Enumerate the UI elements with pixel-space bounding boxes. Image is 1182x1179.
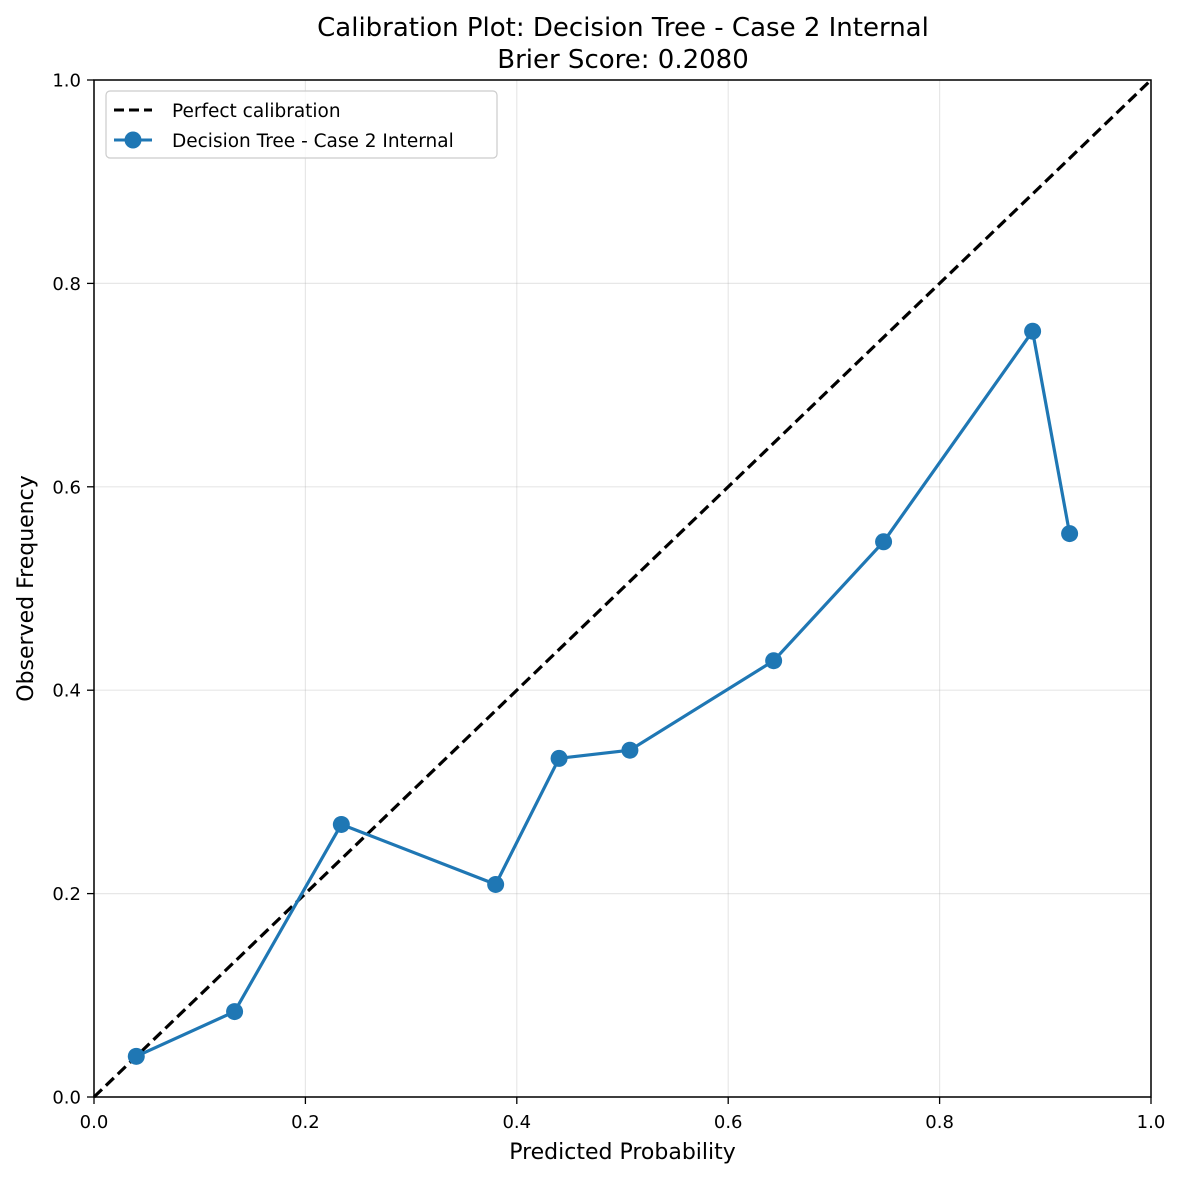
data-point-decision-tree [1024,322,1042,340]
x-tick-label: 0.0 [80,1112,109,1133]
data-point-decision-tree [487,875,505,893]
legend-marker-decision-tree [124,131,142,149]
data-point-decision-tree [875,533,893,551]
data-point-decision-tree [226,1003,244,1021]
chart-subtitle: Brier Score: 0.2080 [497,45,749,75]
legend-label-perfect-calibration: Perfect calibration [172,101,341,122]
legend: Perfect calibration Decision Tree - Case… [105,90,498,159]
series-line-decision-tree [135,329,1072,1058]
plot-frame [93,79,1152,1098]
y-tick-label: 1.0 [52,71,81,92]
data-point-decision-tree [550,749,568,767]
y-tick-label: 0.8 [52,274,81,295]
legend-frame [105,90,498,159]
x-tick-label: 0.6 [714,1112,743,1133]
x-tick-label: 1.0 [1137,1112,1166,1133]
y-axis-label: Observed Frequency [14,475,39,702]
data-point-decision-tree [765,652,783,670]
y-tick-label: 0.6 [52,477,81,498]
series-line-perfect-calibration [92,78,1153,1099]
x-tick-label: 0.2 [291,1112,320,1133]
series-layer [92,78,1153,1099]
axis-ticks: 0.0 0.2 0.4 0.6 0.8 1.0 0.0 0.2 0.4 0.6 0.8 1.0 [52,71,1165,1134]
data-point-decision-tree [621,741,639,759]
x-tick-label: 0.8 [925,1112,954,1133]
x-tick-label: 0.4 [502,1112,531,1133]
x-axis-label: Predicted Probability [509,1140,736,1165]
chart-title: Calibration Plot: Decision Tree - Case 2… [317,13,929,43]
y-tick-label: 0.2 [52,884,81,905]
data-point-decision-tree [127,1047,145,1065]
y-tick-label: 0.4 [52,681,81,702]
y-tick-label: 0.0 [52,1088,81,1109]
data-point-decision-tree [1061,525,1079,543]
data-point-decision-tree [332,815,350,833]
legend-label-decision-tree: Decision Tree - Case 2 Internal [172,131,454,152]
